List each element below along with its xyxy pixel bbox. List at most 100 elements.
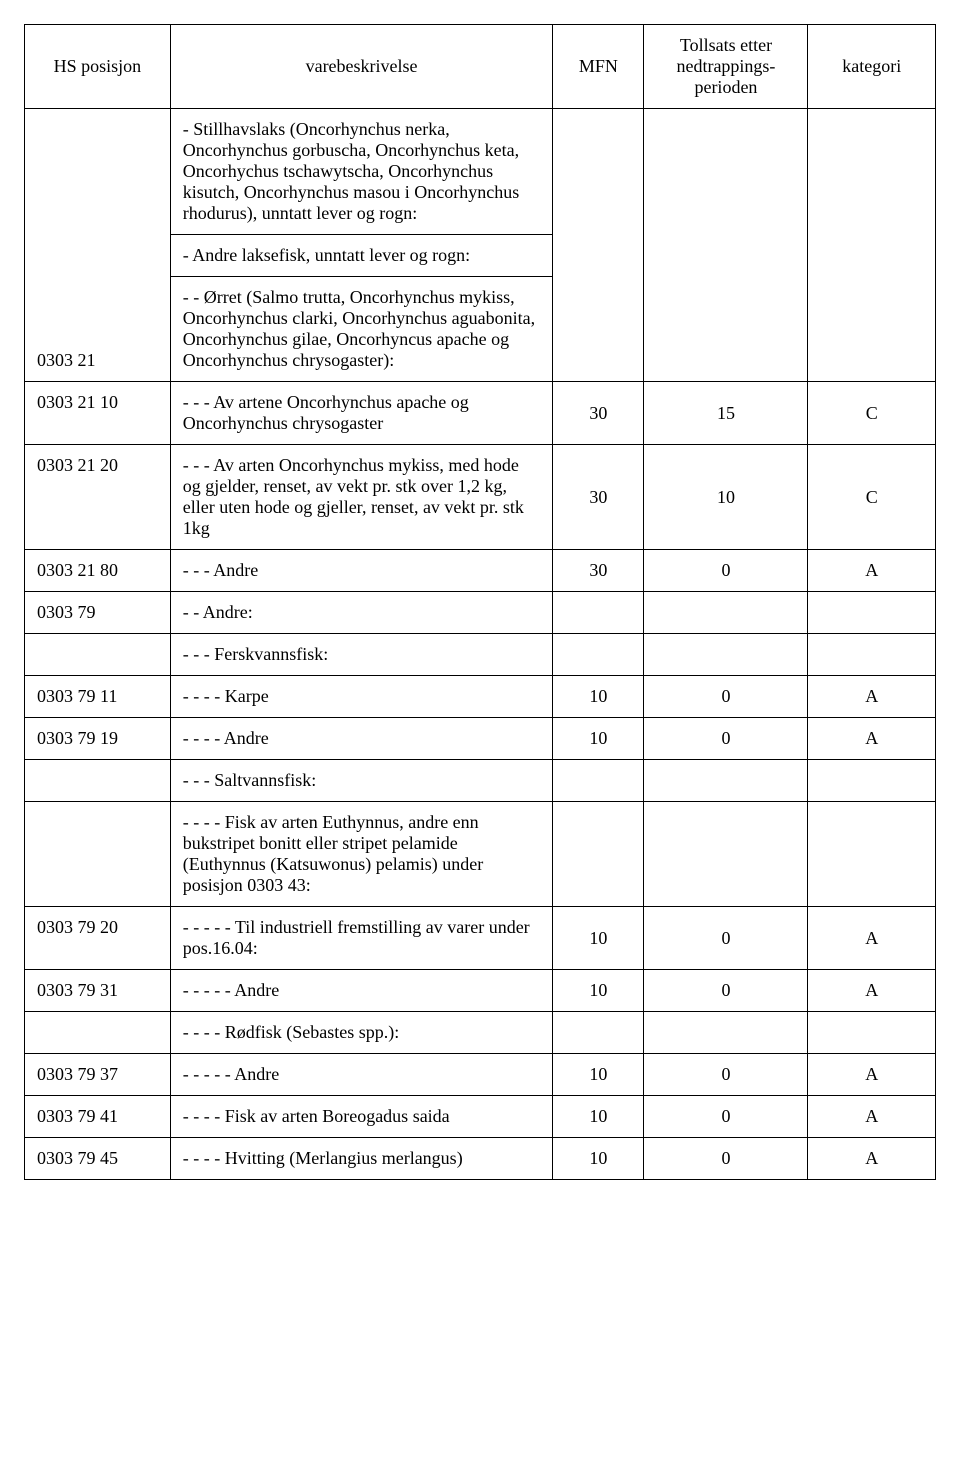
- cell-rate: 0: [644, 676, 808, 718]
- cell-hs: [25, 802, 171, 907]
- cell-hs: [25, 634, 171, 676]
- table-row: - - - Ferskvannsfisk:: [25, 634, 936, 676]
- cell-hs: 0303 79 37: [25, 1054, 171, 1096]
- table-row: 0303 79 11- - - - Karpe100A: [25, 676, 936, 718]
- table-row: 0303 79- - Andre:: [25, 592, 936, 634]
- cell-cat: A: [808, 550, 936, 592]
- table-row: 0303 79 20- - - - - Til industriell frem…: [25, 907, 936, 970]
- cell-hs: 0303 21 80: [25, 550, 171, 592]
- cell-hs: [25, 1012, 171, 1054]
- cell-hs: 0303 79: [25, 592, 171, 634]
- col-hs: HS posisjon: [25, 25, 171, 109]
- cell-desc: - - - - - Andre: [170, 1054, 553, 1096]
- cell-cat: A: [808, 1138, 936, 1180]
- cell-hs: 0303 79 11: [25, 676, 171, 718]
- cell-mfn: [553, 634, 644, 676]
- cell-hs: 0303 79 19: [25, 718, 171, 760]
- cell-hs: 0303 79 41: [25, 1096, 171, 1138]
- cell-rate: 0: [644, 970, 808, 1012]
- cell-desc: - - Andre:: [170, 592, 553, 634]
- table-header-row: HS posisjon varebeskrivelse MFN Tollsats…: [25, 25, 936, 109]
- cell-cat: [808, 760, 936, 802]
- cell-cat: [808, 634, 936, 676]
- table-row: 0303 79 41- - - - Fisk av arten Boreogad…: [25, 1096, 936, 1138]
- cell-desc: - - - Av arten Oncorhynchus mykiss, med …: [170, 445, 553, 550]
- cell-cat: [808, 1012, 936, 1054]
- cell-mfn: [553, 1012, 644, 1054]
- cell-mfn: 10: [553, 676, 644, 718]
- cell-rate: 0: [644, 1096, 808, 1138]
- cell-rate: [644, 592, 808, 634]
- cell-cat: A: [808, 676, 936, 718]
- table-row: 0303 21 10- - - Av artene Oncorhynchus a…: [25, 382, 936, 445]
- cell-rate: [644, 1012, 808, 1054]
- table-row: 0303 21 20- - - Av arten Oncorhynchus my…: [25, 445, 936, 550]
- cell-desc: - - Ørret (Salmo trutta, Oncorhynchus my…: [170, 277, 553, 382]
- cell-desc: - - - Av artene Oncorhynchus apache og O…: [170, 382, 553, 445]
- cell-mfn: [553, 592, 644, 634]
- table-row: - - - - Rødfisk (Sebastes spp.):: [25, 1012, 936, 1054]
- cell-mfn: 30: [553, 445, 644, 550]
- table-row: 0303 21 80- - - Andre300A: [25, 550, 936, 592]
- cell-cat: A: [808, 718, 936, 760]
- cell-rate: 0: [644, 550, 808, 592]
- cell-cat: A: [808, 1096, 936, 1138]
- cell-mfn: 10: [553, 1096, 644, 1138]
- cell-hs: 0303 21 10: [25, 382, 171, 445]
- cell-hs: 0303 79 20: [25, 907, 171, 970]
- cell-desc: - Stillhavslaks (Oncorhynchus nerka, Onc…: [170, 109, 553, 235]
- cell-desc: - - - Ferskvannsfisk:: [170, 634, 553, 676]
- cell-mfn: [553, 109, 644, 382]
- cell-desc: - - - Andre: [170, 550, 553, 592]
- cell-rate: 0: [644, 1138, 808, 1180]
- cell-desc: - - - - - Andre: [170, 970, 553, 1012]
- cell-hs: 0303 21 20: [25, 445, 171, 550]
- cell-mfn: 30: [553, 382, 644, 445]
- table-row: - - - - Fisk av arten Euthynnus, andre e…: [25, 802, 936, 907]
- cell-mfn: [553, 802, 644, 907]
- table-row: - - - Saltvannsfisk:: [25, 760, 936, 802]
- cell-cat: [808, 109, 936, 382]
- col-rate: Tollsats etter nedtrappings-perioden: [644, 25, 808, 109]
- cell-rate: 10: [644, 445, 808, 550]
- cell-desc: - - - - Rødfisk (Sebastes spp.):: [170, 1012, 553, 1054]
- cell-cat: C: [808, 445, 936, 550]
- cell-mfn: 10: [553, 970, 644, 1012]
- cell-mfn: 10: [553, 1054, 644, 1096]
- cell-desc: - - - - Fisk av arten Boreogadus saida: [170, 1096, 553, 1138]
- cell-mfn: 10: [553, 718, 644, 760]
- cell-rate: 0: [644, 907, 808, 970]
- cell-rate: 0: [644, 1054, 808, 1096]
- cell-hs: 0303 79 31: [25, 970, 171, 1012]
- cell-rate: [644, 760, 808, 802]
- cell-hs: 0303 79 45: [25, 1138, 171, 1180]
- cell-desc: - Andre laksefisk, unntatt lever og rogn…: [170, 235, 553, 277]
- cell-hs: 0303 21: [25, 109, 171, 382]
- table-row: 0303 79 45- - - - Hvitting (Merlangius m…: [25, 1138, 936, 1180]
- cell-hs: [25, 760, 171, 802]
- cell-mfn: [553, 760, 644, 802]
- cell-desc: - - - - Karpe: [170, 676, 553, 718]
- col-desc: varebeskrivelse: [170, 25, 553, 109]
- cell-cat: A: [808, 970, 936, 1012]
- cell-cat: [808, 592, 936, 634]
- table-body: 0303 21- Stillhavslaks (Oncorhynchus ner…: [25, 109, 936, 1180]
- table-row: 0303 79 37- - - - - Andre100A: [25, 1054, 936, 1096]
- cell-cat: A: [808, 1054, 936, 1096]
- cell-desc: - - - Saltvannsfisk:: [170, 760, 553, 802]
- cell-desc: - - - - Hvitting (Merlangius merlangus): [170, 1138, 553, 1180]
- cell-mfn: 30: [553, 550, 644, 592]
- col-cat: kategori: [808, 25, 936, 109]
- cell-mfn: 10: [553, 907, 644, 970]
- cell-desc: - - - - - Til industriell fremstilling a…: [170, 907, 553, 970]
- cell-rate: [644, 109, 808, 382]
- cell-cat: [808, 802, 936, 907]
- cell-rate: [644, 634, 808, 676]
- tariff-table: HS posisjon varebeskrivelse MFN Tollsats…: [24, 24, 936, 1180]
- cell-desc: - - - - Andre: [170, 718, 553, 760]
- cell-mfn: 10: [553, 1138, 644, 1180]
- table-row: 0303 79 31- - - - - Andre100A: [25, 970, 936, 1012]
- cell-desc: - - - - Fisk av arten Euthynnus, andre e…: [170, 802, 553, 907]
- table-row: 0303 21- Stillhavslaks (Oncorhynchus ner…: [25, 109, 936, 235]
- cell-cat: C: [808, 382, 936, 445]
